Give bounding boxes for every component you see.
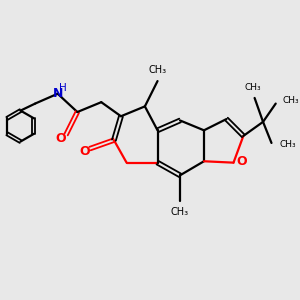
Text: CH₃: CH₃ xyxy=(171,207,189,218)
Text: CH₃: CH₃ xyxy=(148,65,166,75)
Text: O: O xyxy=(56,132,66,145)
Text: CH₃: CH₃ xyxy=(245,83,262,92)
Text: CH₃: CH₃ xyxy=(283,96,299,105)
Text: H: H xyxy=(59,82,67,92)
Text: N: N xyxy=(52,87,63,100)
Text: CH₃: CH₃ xyxy=(280,140,296,149)
Text: O: O xyxy=(236,155,247,168)
Text: O: O xyxy=(79,145,90,158)
